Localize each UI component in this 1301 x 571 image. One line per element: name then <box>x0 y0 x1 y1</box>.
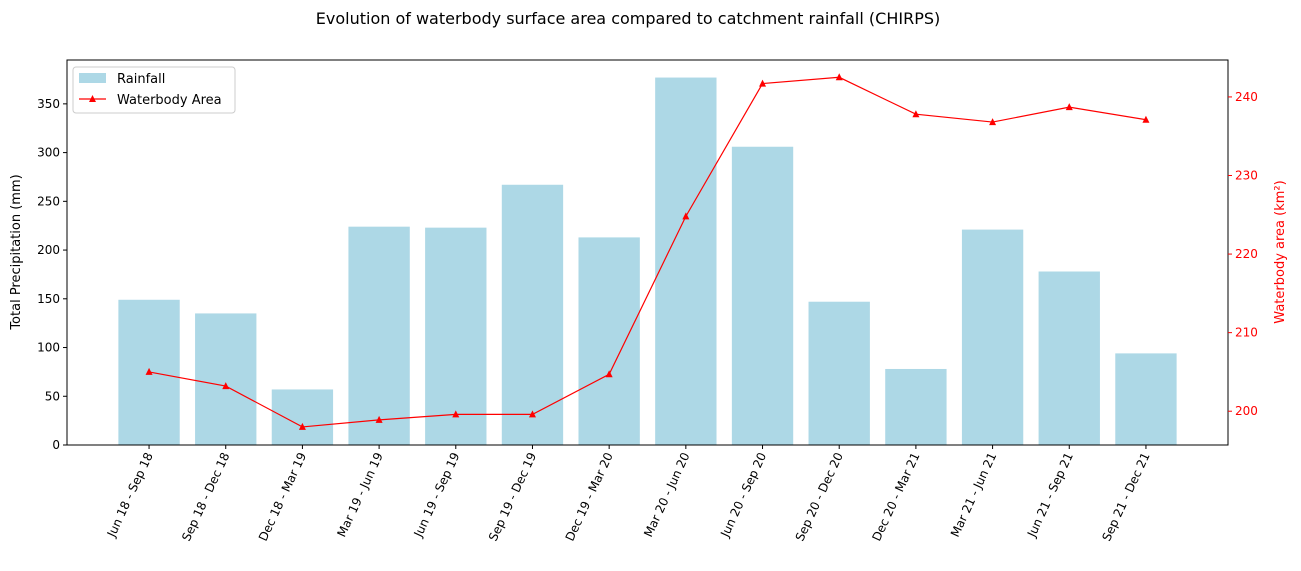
y-tick-label: 50 <box>45 389 60 403</box>
bar-rainfall <box>808 301 870 445</box>
x-tick-label: Jun 20 - Sep 20 <box>717 450 769 540</box>
y-tick-label: 0 <box>52 438 60 452</box>
point-waterbody-area <box>912 110 920 118</box>
bar-rainfall <box>1038 271 1100 445</box>
point-waterbody-area <box>682 212 690 220</box>
y-tick-label: 200 <box>37 243 60 257</box>
y-tick-label: 350 <box>37 97 60 111</box>
bar-rainfall <box>425 227 487 445</box>
x-tick-label: Sep 20 - Dec 20 <box>793 450 846 543</box>
chart-title: Evolution of waterbody surface area comp… <box>316 9 940 28</box>
bar-rainfall <box>961 229 1024 445</box>
x-tick-label: Mar 19 - Jun 19 <box>334 450 385 539</box>
x-tick-label: Mar 21 - Jun 21 <box>948 450 999 539</box>
bar-rainfall <box>501 184 564 445</box>
y-right-tick-label: 230 <box>1235 169 1258 183</box>
x-tick-label: Jun 21 - Sep 21 <box>1024 450 1076 540</box>
y-axis-right-label: Waterbody area (km²) <box>1273 180 1288 323</box>
point-waterbody-area <box>528 410 536 418</box>
legend: Rainfall Waterbody Area <box>72 66 236 114</box>
x-tick-label: Dec 18 - Mar 19 <box>256 450 309 543</box>
y-tick-label: 100 <box>37 341 60 355</box>
y-axis-label: Total Precipitation (mm) <box>9 174 24 330</box>
x-tick-label: Mar 20 - Jun 20 <box>641 450 692 539</box>
legend-label-waterbody: Waterbody Area <box>117 93 222 108</box>
x-tick-label: Sep 18 - Dec 18 <box>179 450 232 543</box>
bar-rainfall <box>348 226 410 445</box>
bar-rainfall <box>1115 353 1177 445</box>
y-right-tick-label: 210 <box>1235 326 1258 340</box>
point-waterbody-area <box>222 382 230 390</box>
point-waterbody-area <box>1142 115 1150 123</box>
legend-label-rainfall: Rainfall <box>117 72 165 87</box>
bar-rainfall <box>271 389 334 445</box>
legend-marker-triangle <box>89 95 96 102</box>
y-tick-label: 150 <box>37 292 60 306</box>
point-waterbody-area <box>298 422 306 430</box>
x-tick-label: Sep 19 - Dec 19 <box>486 450 539 543</box>
y-tick-label: 250 <box>37 194 60 208</box>
point-waterbody-area <box>605 370 613 378</box>
point-waterbody-area <box>145 367 153 375</box>
point-waterbody-area <box>759 79 767 87</box>
point-waterbody-area <box>989 118 997 126</box>
point-waterbody-area <box>835 73 843 81</box>
point-waterbody-area <box>452 410 460 418</box>
y-tick-label: 300 <box>37 146 60 160</box>
x-tick-label: Dec 20 - Mar 21 <box>869 450 922 543</box>
point-waterbody-area <box>375 415 383 423</box>
point-waterbody-area <box>1065 103 1073 111</box>
x-tick-label: Sep 21 - Dec 21 <box>1099 450 1152 543</box>
bar-rainfall <box>578 237 640 445</box>
x-tick-label: Jun 19 - Sep 19 <box>411 450 463 540</box>
plot-frame <box>66 59 1229 446</box>
x-tick-label: Jun 18 - Sep 18 <box>104 450 156 540</box>
bar-rainfall <box>195 313 257 445</box>
line-waterbody-area <box>148 76 1147 428</box>
y-right-tick-label: 220 <box>1235 247 1258 261</box>
legend-swatch-rainfall <box>79 73 106 83</box>
y-right-tick-label: 240 <box>1235 90 1258 104</box>
x-tick-label: Dec 19 - Mar 20 <box>563 450 616 543</box>
bar-rainfall <box>655 77 717 445</box>
bar-rainfall <box>731 146 794 446</box>
bar-rainfall <box>885 368 947 445</box>
y-right-tick-label: 200 <box>1235 404 1258 418</box>
